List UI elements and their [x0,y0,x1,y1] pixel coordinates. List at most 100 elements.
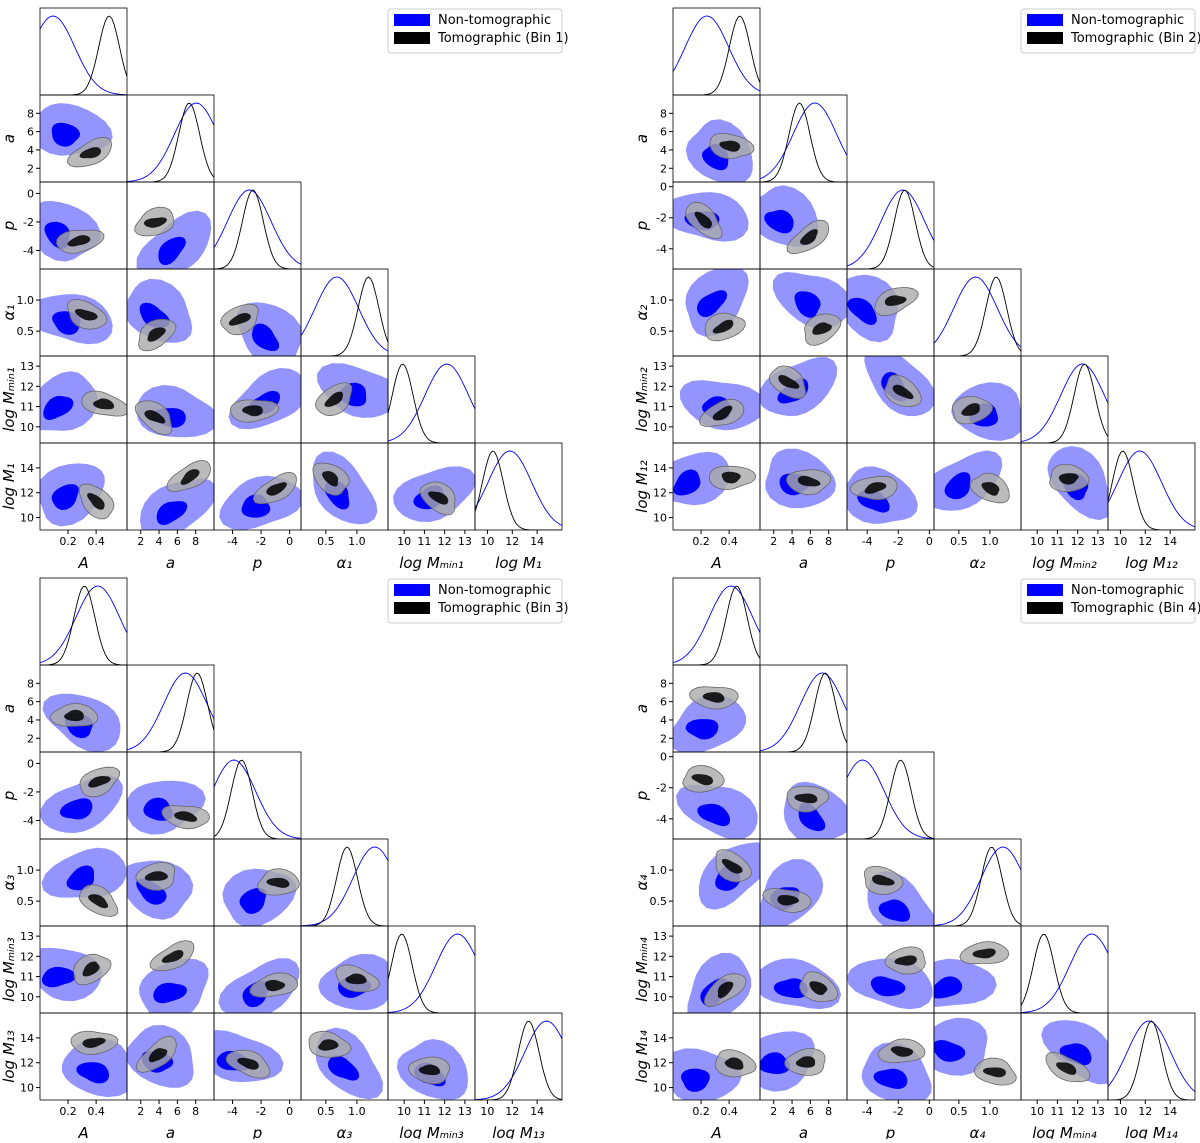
x-tick-label: -4 [227,1105,238,1118]
y-axis-label: α₃ [0,875,18,891]
marginal-curve [847,189,934,267]
x-tick-label: 0.4 [87,1105,105,1118]
contour-inner [809,981,828,996]
contour-inner [721,471,741,484]
cell-frame [387,355,476,444]
contour-inner [88,776,111,788]
y-tick-label: 10 [653,991,667,1004]
y-tick-label: -4 [656,813,667,826]
x-tick-label: 12 [438,1105,452,1118]
contour-inner [847,297,877,326]
y-axis-label: log M₁ [0,463,18,510]
x-tick-label: -2 [256,535,267,548]
x-axis-label: A [710,554,721,572]
marginal-curve [934,276,1021,356]
marginal-curve [847,189,934,269]
marginal-curve [475,1020,562,1100]
x-tick-label: 10 [480,535,494,548]
panel-cell [672,751,761,840]
marginal-curve [40,15,127,95]
y-tick-label: 12 [20,380,34,393]
contour-inner [680,1068,710,1092]
marginal-curve [40,585,127,665]
marginal-curve [1108,1020,1195,1100]
y-tick-label: 8 [27,677,34,690]
x-axis-label: A [710,1124,721,1139]
panel-cell [846,355,935,444]
cell-frame [1020,925,1109,1014]
y-tick-label: 8 [660,107,667,120]
panel-cell [387,442,476,531]
panel-cell [759,838,848,927]
panel-cell [300,268,389,357]
contour-inner [691,774,713,786]
y-axis-label: p [633,221,651,232]
marginal-curve [673,585,760,664]
marginal-curve [934,846,1021,926]
contour-inner [43,395,74,420]
x-axis-label: log M₁ [495,554,542,572]
panel-cell [672,838,761,927]
panel-cell [759,664,848,753]
marginal-curve [475,450,562,530]
panel-cell [759,1012,848,1101]
panel-cell [126,751,215,840]
contour-inner [161,950,184,963]
x-tick-label: 4 [789,1105,796,1118]
panel-cell [474,442,563,531]
marginal-curve [214,759,301,839]
marginal-curve [673,15,760,92]
cell-frame [39,7,128,96]
contour-inner [884,295,907,306]
cell-frame [1107,1012,1196,1101]
y-axis-label: log Mₘᵢₙ₄ [633,937,651,1002]
marginal-curve [388,363,475,443]
panel-cell [213,1012,302,1101]
contour-inner [264,979,286,992]
marginal-curve [40,15,127,95]
y-tick-label: 6 [27,696,34,709]
marginal-curve [1021,933,1108,1013]
x-tick-label: 12 [1071,535,1085,548]
y-tick-label: 1.0 [17,294,35,307]
marginal-curve [1108,1020,1195,1093]
x-axis-label: p [885,554,896,572]
contour-inner [982,1067,1006,1078]
marginal-curve [847,759,934,839]
x-axis-label: α₄ [970,1124,986,1139]
contour-inner [428,491,449,505]
x-tick-label: 0.5 [317,1105,335,1118]
y-tick-label: 0 [27,187,34,200]
legend-label: Tomographic (Bin 4) [1070,601,1200,616]
y-tick-label: 10 [653,1082,667,1095]
x-tick-label: 1.0 [981,1105,999,1118]
panel-cell [1107,1012,1196,1101]
marginal-curve [301,276,388,352]
x-tick-label: 8 [192,1105,199,1118]
y-tick-label: 8 [27,107,34,120]
legend-label: Non-tomographic [438,13,551,28]
legend-swatch [1027,14,1063,26]
x-tick-label: 2 [137,1105,144,1118]
contour-inner [266,482,287,496]
y-tick-label: 0.5 [650,325,668,338]
y-tick-label: 12 [20,950,34,963]
contour-inner [51,484,79,510]
y-tick-label: 0.5 [650,895,668,908]
contour-inner [864,482,887,494]
legend-box [387,578,563,624]
contour-inner [82,1037,106,1048]
legend-swatch [394,602,430,614]
legend-box [1020,8,1196,54]
x-tick-label: 13 [458,535,472,548]
x-axis-label: p [885,1124,896,1139]
legend-swatch [394,14,430,26]
contour-inner [156,501,188,526]
contour-inner [237,1057,259,1070]
panel-cell [300,925,389,1014]
y-tick-label: 2 [660,732,667,745]
legend-label: Tomographic (Bin 1) [437,31,569,46]
marginal-curve [214,189,301,265]
contour-inner [74,309,98,321]
panel-cell [474,1012,563,1101]
